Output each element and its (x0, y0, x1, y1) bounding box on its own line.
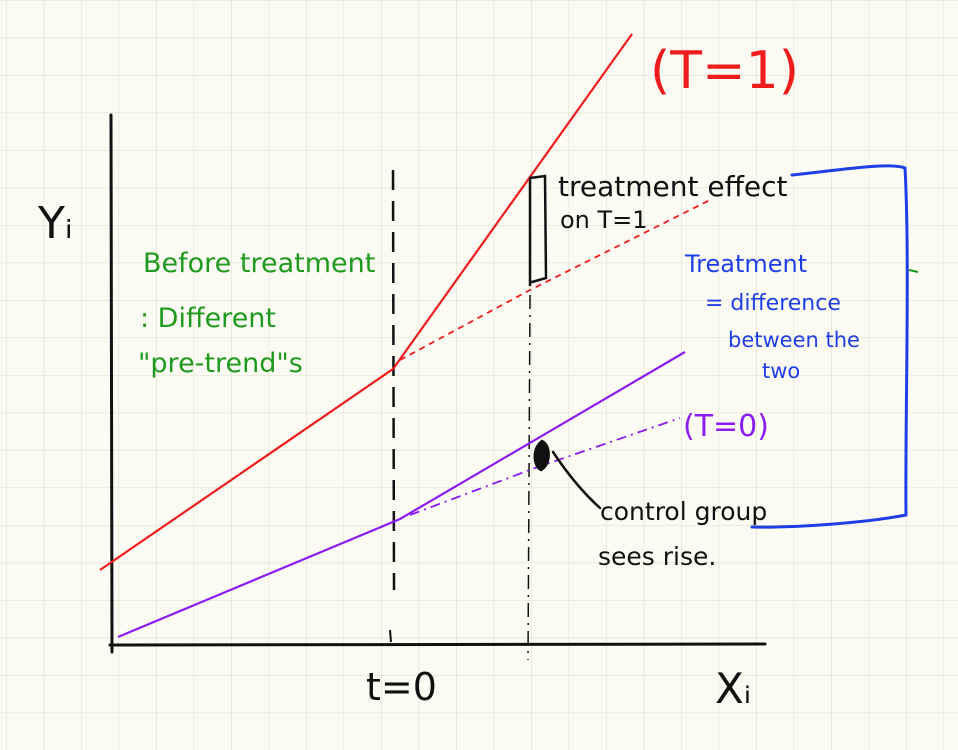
blue-bracket-tick (908, 269, 919, 273)
treated-group-label: (T=1) (650, 41, 799, 101)
control-group-label: (T=0) (683, 409, 769, 444)
blue-note-line2: = difference (705, 291, 841, 316)
blue-note-line3: between the (728, 328, 860, 352)
control-counterfactual-line (409, 417, 681, 516)
before-treatment-line2: : Different (140, 303, 276, 334)
post-period-dashdot-line (527, 294, 531, 661)
blue-note-line1: Treatment (684, 250, 807, 278)
treated-line-pre (99, 368, 394, 571)
treatment-effect-label-line2: on T=1 (560, 206, 648, 234)
y-axis-label: Yᵢ (37, 198, 73, 249)
x-axis-label: Xᵢ (715, 664, 751, 713)
blue-bracket (750, 164, 909, 529)
treated-counterfactual-line (399, 199, 711, 361)
treated-line-post (392, 33, 633, 370)
control-note-line1: control group (600, 497, 767, 526)
treatment-effect-label-line1: treatment effect (558, 170, 788, 203)
t0-tick-label: t=0 (366, 665, 437, 709)
t0-dashed-line (391, 169, 396, 591)
blue-note-line4: two (762, 359, 800, 383)
before-treatment-line3: "pre-trend"s (138, 348, 303, 379)
x-axis (108, 642, 767, 647)
y-axis (109, 113, 114, 654)
t0-tick (389, 629, 392, 643)
control-note-line2: sees rise. (598, 542, 716, 571)
before-treatment-line1: Before treatment (143, 248, 375, 279)
treatment-effect-bracket (528, 174, 548, 287)
control-line (117, 351, 686, 639)
control-rise-marker (533, 439, 602, 510)
